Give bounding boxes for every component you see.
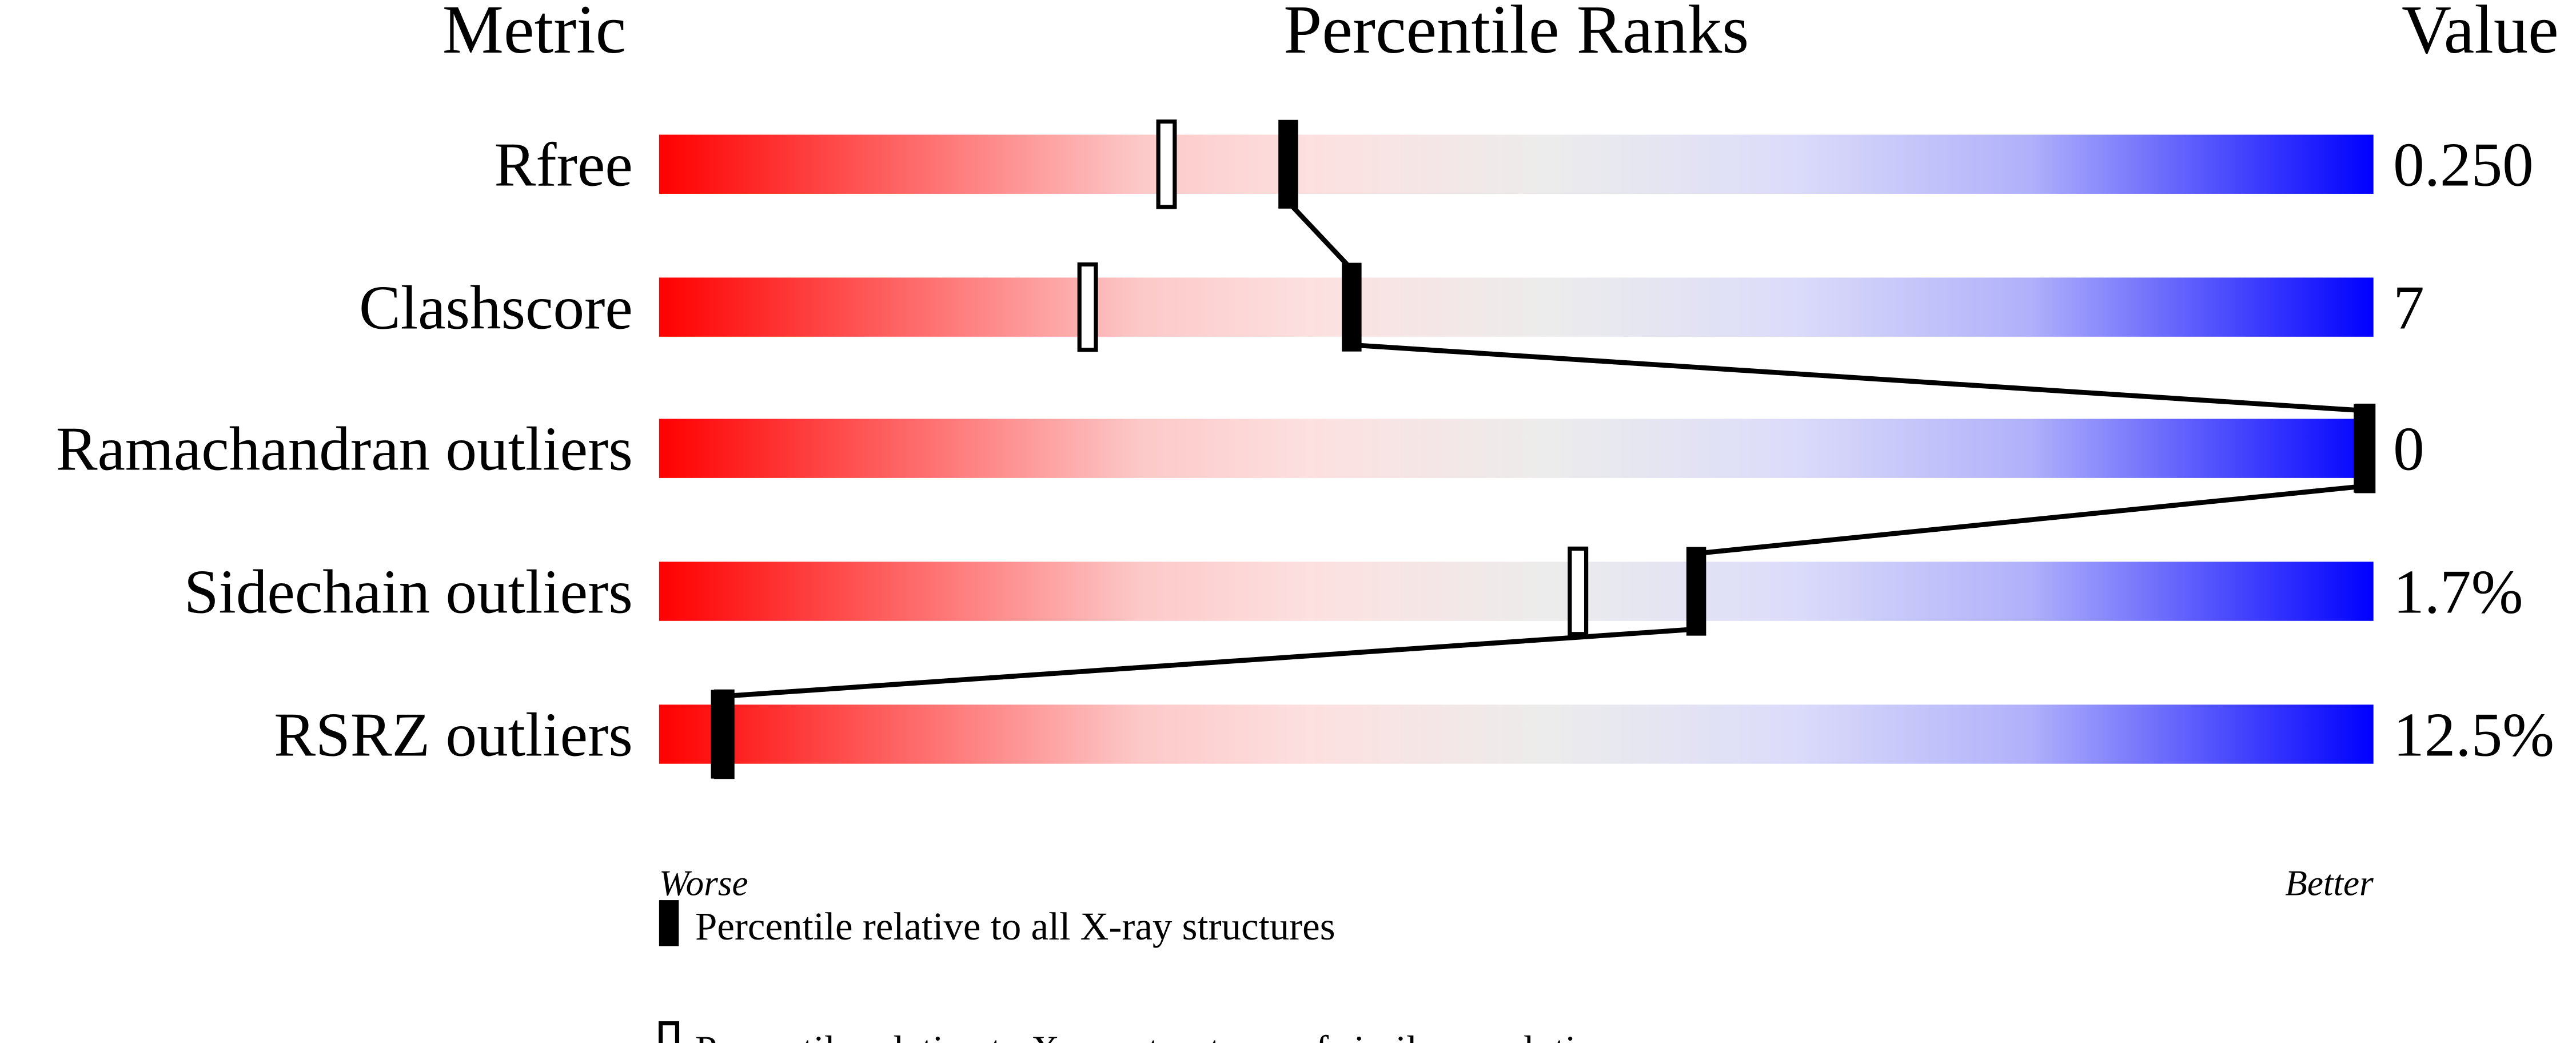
connector-line: [1351, 342, 2364, 413]
header-metric: Metric: [442, 0, 627, 68]
metric-value: 1.7%: [2393, 557, 2523, 626]
percentile-bar: [659, 419, 2374, 478]
metric-label: Clashscore: [359, 273, 633, 342]
metric-label: Ramachandran outliers: [56, 415, 633, 484]
metric-label: Rfree: [495, 130, 633, 200]
header-percentile-ranks: Percentile Ranks: [1283, 0, 1749, 68]
connector-line: [1286, 200, 1354, 272]
similar-resolution-percentile-marker: [1568, 546, 1589, 636]
all-structures-percentile-marker: [2354, 404, 2374, 493]
axis-label-worse: Worse: [659, 863, 748, 903]
metric-value: 12.5%: [2393, 700, 2554, 769]
legend-open-marker: [659, 1021, 680, 1043]
percentile-bar: [659, 704, 2374, 764]
legend-filled-marker: [659, 900, 679, 946]
metric-value: 0: [2393, 415, 2425, 484]
connector-line: [1696, 483, 2364, 556]
percentile-bar: [659, 277, 2374, 337]
legend-open-label: Percentile relative to X-ray structures …: [695, 1028, 1616, 1043]
metric-label: RSRZ outliers: [274, 700, 633, 769]
similar-resolution-percentile-marker: [1077, 262, 1098, 352]
axis-label-better: Better: [2285, 863, 2374, 903]
percentile-bar: [659, 562, 2374, 621]
metric-value: 7: [2393, 273, 2425, 342]
metric-label: Sidechain outliers: [184, 557, 633, 626]
all-structures-percentile-marker: [1278, 120, 1298, 209]
all-structures-percentile-marker: [711, 690, 731, 779]
header-value: Value: [2402, 0, 2559, 68]
metric-value: 0.250: [2393, 130, 2534, 200]
similar-resolution-percentile-marker: [1156, 119, 1177, 209]
all-structures-percentile-marker: [1686, 547, 1706, 636]
legend-filled-label: Percentile relative to all X-ray structu…: [695, 905, 1335, 948]
all-structures-percentile-marker: [1342, 262, 1362, 352]
connector-line: [720, 626, 1697, 699]
percentile-bar: [659, 134, 2374, 194]
